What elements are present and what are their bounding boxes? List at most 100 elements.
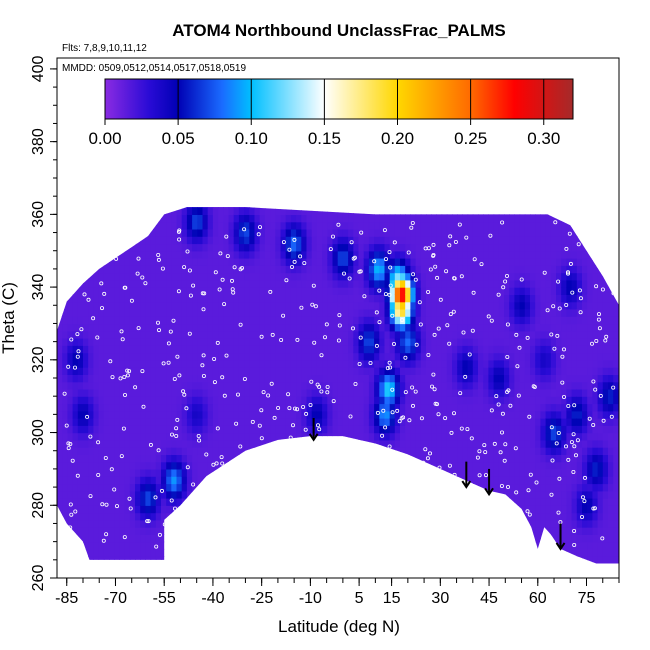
heat-cell xyxy=(311,236,318,245)
heat-cell xyxy=(296,294,302,303)
heat-cell xyxy=(514,425,521,434)
heat-cell xyxy=(394,447,401,455)
heat-cell xyxy=(264,432,271,441)
heat-cell xyxy=(524,301,531,310)
heat-cell xyxy=(535,250,541,259)
heat-cell xyxy=(478,461,484,470)
heat-cell xyxy=(426,490,432,499)
heat-cell xyxy=(280,316,287,325)
heat-cell xyxy=(275,432,282,441)
heat-cell xyxy=(467,207,474,208)
heat-cell xyxy=(384,483,391,492)
heat-cell xyxy=(509,388,515,397)
heat-cell xyxy=(311,345,318,354)
heat-cell xyxy=(327,272,334,281)
heat-cell xyxy=(140,490,146,499)
heat-cell xyxy=(446,330,453,339)
heat-cell xyxy=(275,258,282,266)
heat-cell xyxy=(275,512,282,521)
heat-cell xyxy=(192,381,198,390)
heat-cell xyxy=(504,279,510,288)
heat-cell xyxy=(306,294,313,303)
heat-cell xyxy=(472,374,479,383)
heat-cell xyxy=(244,410,250,419)
heat-cell xyxy=(301,556,308,564)
heat-cell xyxy=(488,374,495,383)
heat-cell xyxy=(327,338,334,346)
heat-cell xyxy=(374,498,380,506)
heat-cell xyxy=(218,418,224,426)
heat-cell xyxy=(244,338,250,346)
heat-cell xyxy=(488,505,495,514)
heat-cell xyxy=(504,214,510,223)
heat-cell xyxy=(405,418,411,426)
heat-cell xyxy=(405,476,411,485)
heat-cell xyxy=(556,556,562,564)
heat-cell xyxy=(379,221,386,230)
heat-cell xyxy=(254,352,261,361)
heat-cell xyxy=(186,359,193,368)
heat-cell xyxy=(161,483,167,492)
heat-cell xyxy=(478,250,484,259)
heat-cell xyxy=(114,432,120,441)
heat-cell xyxy=(254,432,261,441)
heat-cell xyxy=(83,352,89,361)
heat-cell xyxy=(316,308,323,317)
heat-cell xyxy=(233,381,240,390)
heat-cell xyxy=(478,258,484,266)
heat-cell xyxy=(410,388,417,397)
heat-cell xyxy=(452,418,458,426)
heat-cell xyxy=(384,243,391,252)
heat-cell xyxy=(374,447,380,455)
heat-cell xyxy=(348,308,354,317)
heat-cell xyxy=(62,287,68,295)
heat-cell xyxy=(478,374,484,383)
heat-cell xyxy=(478,301,484,310)
heat-cell xyxy=(327,432,334,441)
heat-cell xyxy=(270,345,276,354)
heat-cell xyxy=(176,527,183,535)
heat-cell xyxy=(83,207,89,208)
heat-cell xyxy=(103,468,110,477)
heat-cell xyxy=(192,396,198,405)
heat-cell xyxy=(223,483,230,492)
heat-cell xyxy=(62,425,68,434)
heat-cell xyxy=(342,483,349,492)
heat-cell xyxy=(290,228,297,237)
heat-cell xyxy=(150,207,157,208)
heat-cell xyxy=(207,396,214,405)
heat-cell xyxy=(467,548,474,557)
heat-cell xyxy=(62,301,68,310)
heat-cell xyxy=(556,468,562,477)
heat-cell xyxy=(358,221,365,230)
heat-cell xyxy=(545,447,552,455)
heat-cell xyxy=(103,308,110,317)
heat-cell xyxy=(462,418,469,426)
heat-cell xyxy=(452,432,458,441)
heat-cell xyxy=(192,214,198,223)
heat-cell xyxy=(259,505,266,514)
heat-cell xyxy=(545,403,552,412)
heat-cell xyxy=(363,236,370,245)
heat-cell xyxy=(462,556,469,564)
heat-cell xyxy=(467,236,474,245)
heat-cell xyxy=(150,258,157,266)
heat-cell xyxy=(259,207,266,208)
heat-cell xyxy=(114,294,120,303)
heat-cell xyxy=(415,410,422,419)
heat-cell xyxy=(145,461,152,470)
heat-cell xyxy=(462,396,469,405)
heat-cell xyxy=(197,207,204,215)
heat-cell xyxy=(192,410,198,419)
heat-cell xyxy=(212,308,219,317)
heat-cell xyxy=(301,519,308,528)
heat-cell xyxy=(504,410,510,419)
heat-cell xyxy=(233,425,240,434)
heat-cell xyxy=(306,483,313,492)
heat-cell xyxy=(462,316,469,325)
heat-cell xyxy=(244,316,250,325)
heat-cell xyxy=(98,279,105,288)
heat-cell xyxy=(462,564,468,572)
heat-cell xyxy=(342,403,349,412)
heat-cell xyxy=(238,461,245,470)
